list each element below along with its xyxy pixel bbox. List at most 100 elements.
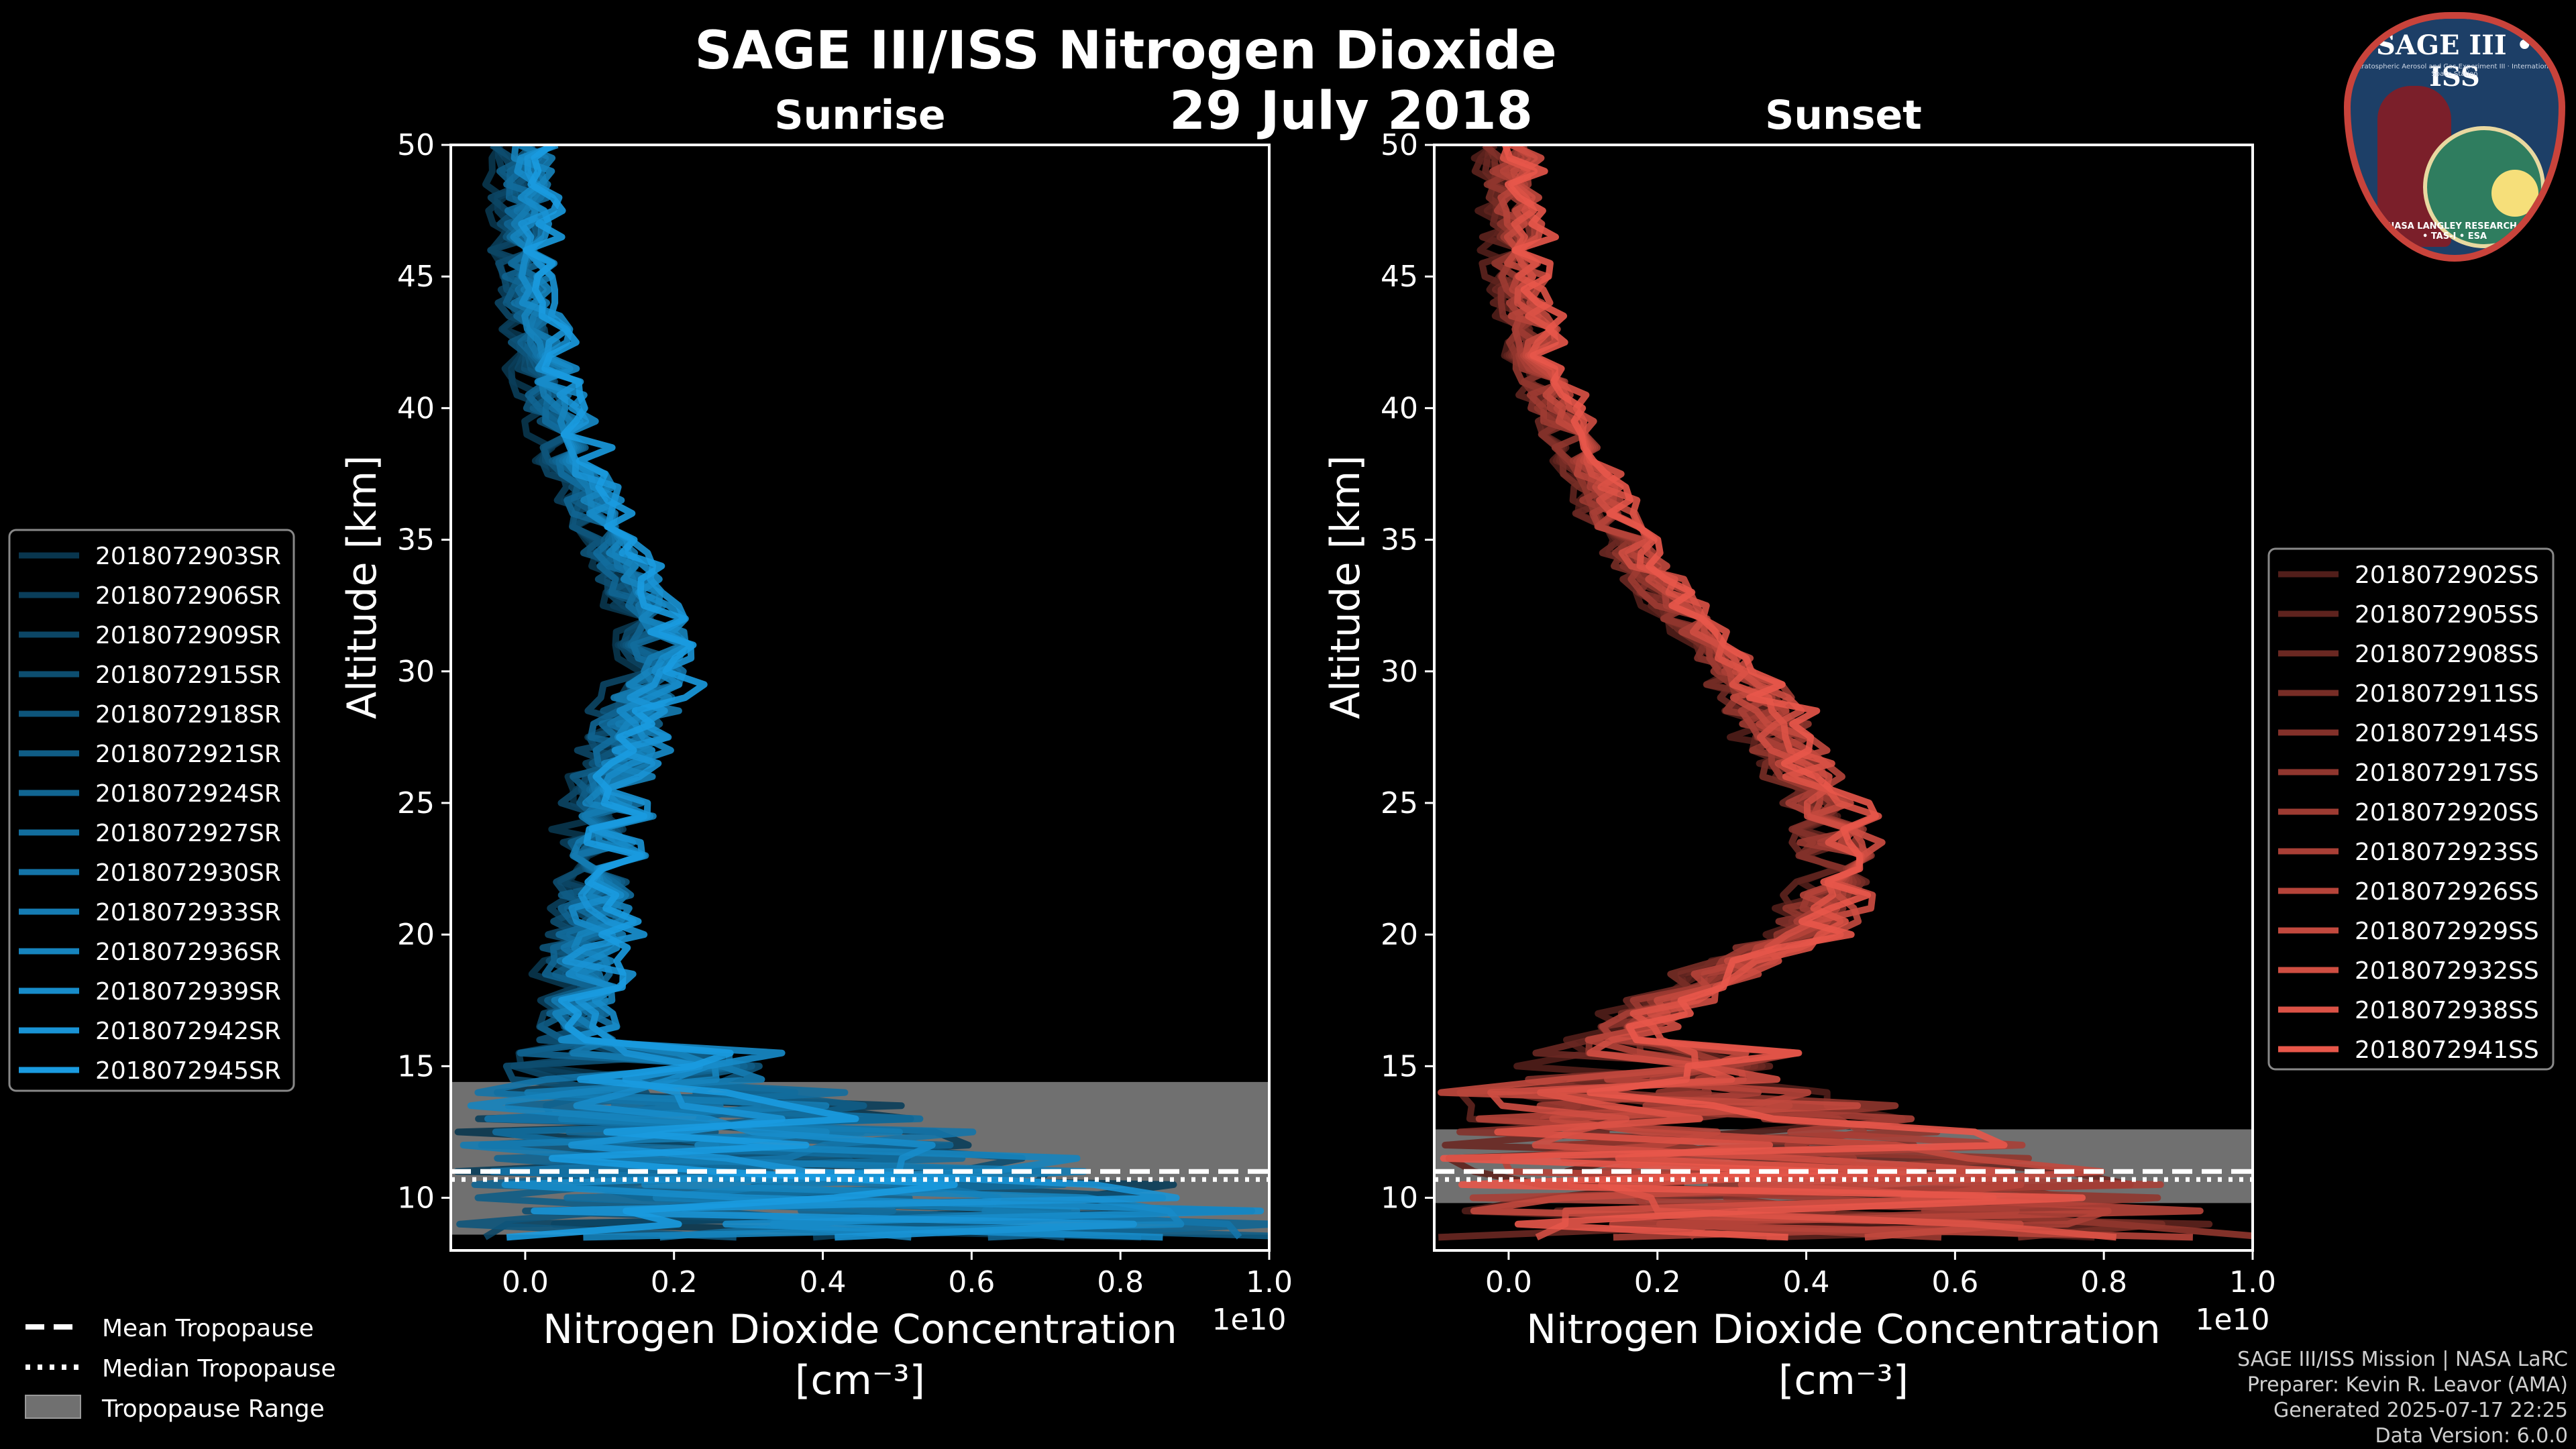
x-tick-label: 0.0 <box>1485 1265 1532 1299</box>
legend-box <box>8 529 295 1092</box>
profile-line <box>1445 145 2213 1241</box>
y-tick-label: 15 <box>397 1049 435 1083</box>
legend-label: 2018072933SR <box>95 899 281 926</box>
legend-label: 2018072932SS <box>2355 957 2539 985</box>
patch-body: SAGE III • ISS Stratospheric Aerosol and… <box>2344 12 2565 262</box>
y-tick-label: 45 <box>1381 260 1418 294</box>
y-tick-label: 30 <box>1381 655 1418 689</box>
legend-label: 2018072924SR <box>95 780 281 808</box>
legend-tropopause-range: Tropopause Range <box>101 1395 325 1423</box>
x-tick-label: 0.4 <box>1783 1265 1830 1299</box>
panel-subtitle: Sunset <box>1765 92 1922 139</box>
panel-subtitle: Sunrise <box>774 92 945 139</box>
legend-box <box>2267 547 2555 1071</box>
legend-label: 2018072908SS <box>2355 641 2539 668</box>
chart-title: SAGE III/ISS Nitrogen Dioxide <box>694 21 1556 81</box>
x-axis-label-units: [cm⁻³] <box>1778 1357 1909 1404</box>
legend-label: 2018072929SS <box>2355 918 2539 945</box>
y-tick-label: 25 <box>397 786 435 820</box>
profile-line <box>453 145 1177 1241</box>
legend-label: 2018072911SS <box>2355 680 2539 708</box>
legend-label: 2018072915SR <box>95 661 281 689</box>
legend-label: 2018072923SS <box>2355 839 2539 866</box>
y-tick-label: 10 <box>397 1181 435 1216</box>
y-tick-label: 35 <box>397 523 435 557</box>
x-axis-label: Nitrogen Dioxide Concentration <box>543 1306 1177 1353</box>
sage-iii-iss-mission-patch: SAGE III • ISS Stratospheric Aerosol and… <box>2344 12 2565 262</box>
tropopause-range-swatch <box>25 1395 81 1419</box>
footer-line: SAGE III/ISS Mission | NASA LaRC <box>2237 1348 2568 1371</box>
footer-line: Preparer: Kevin R. Leavor (AMA) <box>2247 1373 2568 1397</box>
legend-mean-tropopause: Mean Tropopause <box>102 1315 314 1342</box>
panel-sunrise: Sunrise 0.0 0.2 0.4 0.6 0.8 1.0 10 15 20 25 30 35 40 4… <box>339 92 1293 1404</box>
x-tick-label: 0.0 <box>502 1265 549 1299</box>
y-tick-label: 25 <box>1381 786 1418 820</box>
patch-title: SAGE III • ISS <box>2375 30 2534 93</box>
y-tick-label: 50 <box>1381 128 1418 162</box>
plot-frame <box>1433 144 2254 1252</box>
patch-ring-text: BALL • NASA LANGLEY RESEARCH CENTER • TA… <box>2351 221 2559 241</box>
series-legend-sunrise: 2018072903SR 2018072906SR 2018072909SR 2018… <box>8 529 295 1092</box>
x-axis-label-units: [cm⁻³] <box>795 1357 925 1404</box>
y-tick-label: 40 <box>397 391 435 425</box>
legend-label: 2018072945SR <box>95 1057 281 1085</box>
x-axis-multiplier: 1e10 <box>2195 1303 2269 1337</box>
profile-line <box>474 145 1242 1240</box>
y-tick-label: 20 <box>1381 918 1418 952</box>
plot-frame <box>449 144 1271 1252</box>
x-tick-label: 0.4 <box>800 1265 847 1299</box>
legend-label: 2018072906SR <box>95 582 281 610</box>
x-tick-label: 0.2 <box>1634 1265 1681 1299</box>
y-tick-label: 40 <box>1381 391 1418 425</box>
x-tick-label: 0.6 <box>1931 1265 1978 1299</box>
y-axis-label: Altitude [km] <box>1322 455 1369 719</box>
legend-label: 2018072909SR <box>95 622 281 649</box>
x-tick-label: 1.0 <box>2229 1265 2276 1299</box>
legend-label: 2018072903SR <box>95 543 281 570</box>
x-tick-label: 1.0 <box>1246 1265 1293 1299</box>
y-axis-label: Altitude [km] <box>339 455 386 719</box>
legend-label: 2018072905SS <box>2355 601 2539 629</box>
legend-label: 2018072941SS <box>2355 1036 2539 1064</box>
footer-line: Generated 2025-07-17 22:25 <box>2273 1399 2568 1422</box>
y-tick-label: 15 <box>1381 1049 1418 1083</box>
profile-line <box>1440 145 2086 1241</box>
x-axis-label: Nitrogen Dioxide Concentration <box>1526 1306 2161 1353</box>
panel-sunset: Sunset 0.0 0.2 0.4 0.6 0.8 1.0 10 15 20 25 30 35 40 45… <box>1322 92 2276 1404</box>
y-tick-label: 10 <box>1381 1181 1418 1216</box>
y-tick-label: 35 <box>1381 523 1418 557</box>
x-tick-label: 0.2 <box>651 1265 698 1299</box>
chart-date: 29 July 2018 <box>1169 81 1533 142</box>
panel-plot-area <box>1434 145 2253 1241</box>
legend-label: 2018072939SR <box>95 978 281 1006</box>
legend-label: 2018072926SS <box>2355 878 2539 906</box>
legend-label: 2018072938SS <box>2355 997 2539 1024</box>
y-tick-label: 20 <box>397 918 435 952</box>
patch-subtitle: Stratospheric Aerosol and Gas Experiment… <box>2355 63 2555 78</box>
legend-label: 2018072927SR <box>95 820 281 847</box>
patch-band <box>2351 19 2559 75</box>
legend-label: 2018072942SR <box>95 1018 281 1045</box>
y-tick-label: 30 <box>397 655 435 689</box>
x-axis-multiplier: 1e10 <box>1212 1303 1286 1337</box>
x-tick-label: 0.6 <box>948 1265 995 1299</box>
legend-label: 2018072914SS <box>2355 720 2539 747</box>
legend-label: 2018072902SS <box>2355 561 2539 589</box>
panel-plot-area <box>451 145 1269 1241</box>
x-tick-label: 0.8 <box>2080 1265 2127 1299</box>
legend-label: 2018072920SS <box>2355 799 2539 826</box>
legend-median-tropopause: Median Tropopause <box>102 1355 336 1383</box>
series-legend-sunset: 2018072902SS 2018072905SS 2018072908SS 2018… <box>2267 547 2555 1071</box>
x-tick-label: 0.8 <box>1097 1265 1144 1299</box>
legend-label: 2018072921SR <box>95 741 281 768</box>
profile-line <box>506 145 958 1241</box>
legend-label: 2018072918SR <box>95 701 281 729</box>
sun-icon <box>2491 170 2538 217</box>
footer-line: Data Version: 6.0.0 <box>2375 1424 2568 1448</box>
legend-label: 2018072930SR <box>95 859 281 887</box>
legend-label: 2018072917SS <box>2355 759 2539 787</box>
legend-label: 2018072936SR <box>95 938 281 966</box>
y-tick-label: 45 <box>397 260 435 294</box>
y-tick-label: 50 <box>397 128 435 162</box>
